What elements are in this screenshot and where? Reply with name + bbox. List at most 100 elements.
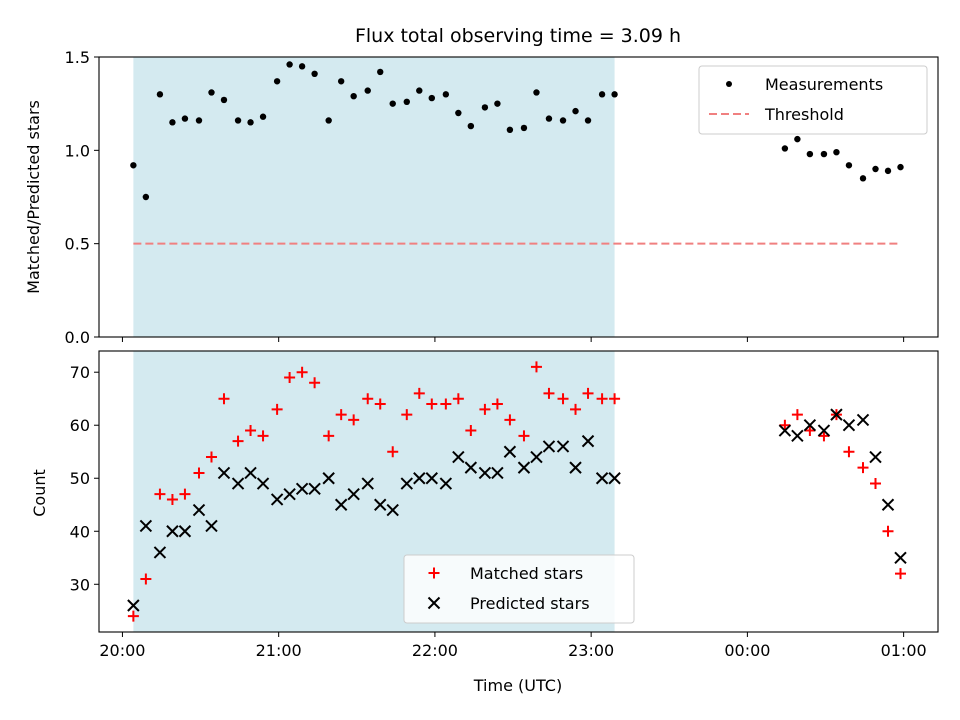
predicted-stars-point	[178, 525, 192, 538]
matched-stars-point	[530, 361, 542, 373]
predicted-stars-point	[270, 493, 284, 506]
predicted-stars-point	[569, 461, 582, 474]
matched-stars-point	[543, 387, 555, 399]
top-panel-y-axis-label: Matched/Predicted stars	[24, 100, 43, 294]
measurements-point	[833, 149, 840, 156]
predicted-stars-point	[817, 424, 831, 437]
x-axis-label: Time (UTC)	[473, 676, 562, 695]
predicted-stars-point	[127, 599, 140, 612]
matched-stars-point	[452, 393, 464, 405]
matched-stars-point	[374, 398, 386, 410]
predicted-stars-point	[791, 429, 804, 443]
predicted-stars-point	[347, 487, 360, 501]
top-panel-legend: Measurements Threshold	[698, 65, 928, 135]
measurements-point	[442, 91, 450, 98]
predicted-stars-point	[595, 472, 609, 485]
predicted-stars-point	[803, 419, 817, 432]
matched-stars-point	[387, 446, 399, 458]
matched-stars-point	[140, 573, 152, 585]
predicted-stars-point	[881, 498, 895, 511]
predicted-stars-point	[556, 440, 570, 453]
matched-stars-point	[257, 430, 269, 442]
predicted-stars-point	[842, 419, 856, 432]
measurements-point	[520, 124, 528, 132]
top-panel-y-tick-label: 1.5	[65, 48, 90, 67]
measurements-point	[859, 175, 867, 182]
matched-stars-point	[491, 398, 503, 410]
predicted-stars-point	[830, 408, 843, 421]
measurements-point	[416, 87, 423, 94]
measurements-point	[884, 167, 892, 175]
predicted-stars-point	[425, 472, 438, 485]
predicted-stars-point	[778, 424, 792, 437]
measurements-point	[389, 100, 396, 107]
predicted-stars-point	[478, 466, 492, 480]
predicted-stars-point	[413, 472, 426, 485]
measurements-point	[545, 115, 553, 122]
measurements-point	[286, 61, 293, 68]
x-tick-label: 00:00	[724, 641, 770, 660]
matched-stars-point	[296, 366, 308, 378]
measurements-point	[169, 119, 176, 126]
predicted-stars-point	[192, 503, 206, 517]
predicted-stars-point	[503, 445, 517, 458]
matched-stars-point	[179, 488, 191, 500]
matched-stars-point	[309, 377, 321, 389]
predicted-stars-legend-marker	[427, 596, 441, 610]
measurements-point	[572, 107, 579, 115]
matched-stars-point	[609, 393, 621, 405]
matched-stars-point	[335, 409, 347, 421]
matched-stars-point	[791, 409, 803, 421]
measurements-point	[559, 117, 567, 124]
matched-stars-point	[557, 393, 569, 405]
matched-stars-point	[465, 425, 477, 437]
matched-stars-point	[166, 493, 178, 505]
matched-stars-point	[362, 393, 374, 405]
matched-stars-point	[245, 425, 257, 437]
bottom-panel-y-tick-label: 70	[70, 363, 90, 382]
predicted-stars-point	[231, 477, 245, 490]
measurements-point	[377, 68, 384, 76]
x-tick-label: 20:00	[99, 641, 145, 660]
predicted-stars-point	[869, 450, 882, 464]
measurements-point	[897, 163, 904, 171]
predicted-stars-legend-label: Predicted stars	[470, 594, 590, 613]
predicted-stars-point	[244, 466, 257, 480]
measurements-point	[311, 70, 318, 78]
predicted-stars-point	[139, 519, 153, 533]
predicted-stars-point	[295, 482, 309, 496]
matched-stars-point	[596, 393, 608, 405]
x-tick-label: 21:00	[256, 641, 302, 660]
measurements-point	[533, 89, 540, 96]
measurements-point	[195, 117, 203, 124]
measurements-point	[794, 135, 801, 143]
predicted-stars-point	[386, 503, 399, 517]
matched-stars-point	[779, 419, 791, 431]
measurements-point	[820, 150, 828, 158]
top-panel-legend-box	[698, 65, 928, 135]
predicted-stars-point	[334, 498, 348, 511]
measurements-point	[872, 165, 879, 173]
measurements-point	[142, 193, 150, 201]
matched-stars-point	[818, 430, 830, 442]
predicted-stars-point	[439, 477, 453, 490]
measurements-point	[337, 78, 345, 85]
measurements-point	[403, 98, 410, 106]
measurements-point	[156, 91, 164, 98]
predicted-stars-point	[166, 525, 179, 538]
matched-stars-point	[479, 403, 491, 415]
measurements-point	[181, 115, 189, 122]
measurements-point	[364, 87, 371, 94]
measurements-point	[611, 91, 618, 98]
matched-stars-point	[426, 398, 438, 410]
measurements-point	[598, 91, 606, 98]
matched-stars-point	[843, 446, 855, 458]
top-panel: 0.0 0.5 1.0 1.5 Measurements Threshold	[65, 48, 939, 347]
bottom-panel-y-tick-label: 50	[70, 469, 90, 488]
measurements-point	[350, 93, 357, 100]
matched-stars-point	[570, 403, 582, 415]
measurements-point	[325, 117, 332, 124]
predicted-stars-point	[542, 440, 556, 453]
measurements-point	[130, 162, 137, 169]
